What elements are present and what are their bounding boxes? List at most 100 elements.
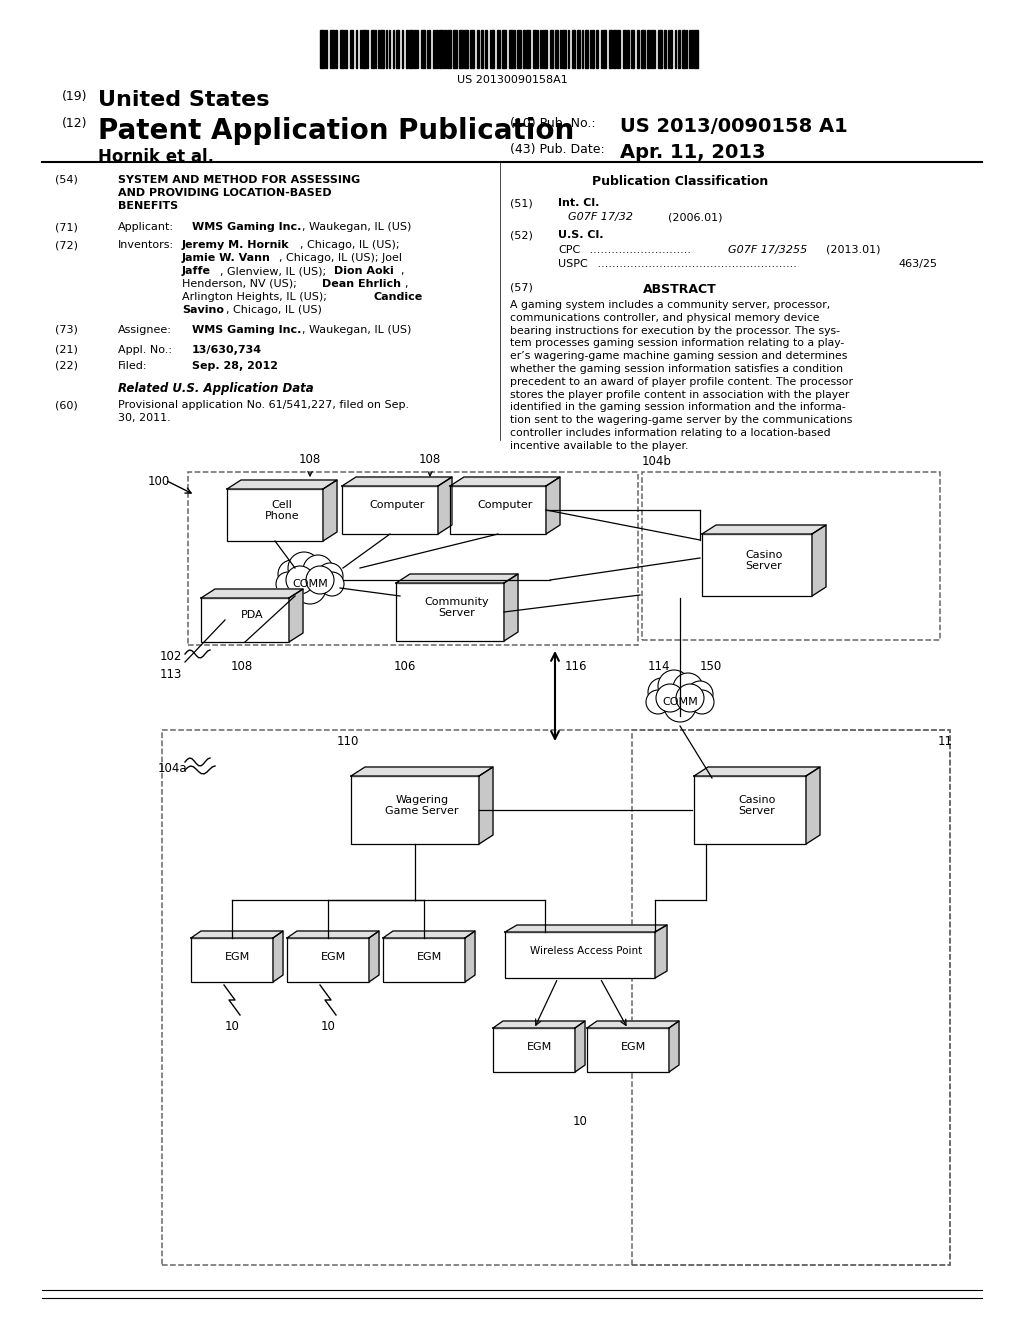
FancyBboxPatch shape: [694, 776, 806, 843]
Circle shape: [658, 671, 690, 702]
Text: (22): (22): [55, 360, 78, 371]
Text: 104b: 104b: [642, 455, 672, 469]
Polygon shape: [227, 480, 337, 488]
Circle shape: [319, 572, 344, 597]
Bar: [641, 30, 645, 69]
Text: Hornik et al.: Hornik et al.: [98, 148, 214, 166]
Polygon shape: [191, 931, 283, 939]
Text: Dion Aoki: Dion Aoki: [334, 267, 394, 276]
Text: G07F 17/3255: G07F 17/3255: [728, 246, 807, 255]
Bar: [396, 30, 399, 69]
Text: (71): (71): [55, 222, 78, 232]
Bar: [433, 30, 435, 69]
Polygon shape: [287, 931, 379, 939]
Bar: [523, 30, 525, 69]
Polygon shape: [479, 767, 493, 843]
Polygon shape: [323, 480, 337, 541]
Bar: [592, 30, 594, 69]
Text: (10) Pub. No.:: (10) Pub. No.:: [510, 117, 596, 129]
Bar: [485, 30, 487, 69]
Circle shape: [276, 572, 300, 597]
Polygon shape: [504, 574, 518, 642]
Text: WMS Gaming Inc.: WMS Gaming Inc.: [193, 325, 301, 335]
Text: .......................................................: ........................................…: [594, 259, 797, 269]
Text: Jaffe: Jaffe: [182, 267, 211, 276]
Circle shape: [294, 572, 326, 605]
Text: (2006.01): (2006.01): [668, 213, 723, 222]
Text: A gaming system includes a community server, processor,
communications controlle: A gaming system includes a community ser…: [510, 300, 853, 451]
Text: EGM: EGM: [621, 1041, 645, 1052]
Text: EGM: EGM: [526, 1041, 552, 1052]
Bar: [380, 30, 384, 69]
Text: (73): (73): [55, 325, 78, 335]
Polygon shape: [369, 931, 379, 982]
Text: 11: 11: [938, 735, 953, 748]
Polygon shape: [383, 931, 475, 939]
Circle shape: [676, 684, 705, 711]
Text: (52): (52): [510, 230, 532, 240]
Polygon shape: [493, 1020, 585, 1028]
Polygon shape: [806, 767, 820, 843]
Text: Provisional application No. 61/541,227, filed on Sep.: Provisional application No. 61/541,227, …: [118, 400, 410, 411]
Bar: [534, 30, 536, 69]
Text: Applicant:: Applicant:: [118, 222, 174, 232]
Bar: [637, 30, 639, 69]
Text: WMS Gaming Inc.: WMS Gaming Inc.: [193, 222, 301, 232]
Bar: [350, 30, 353, 69]
Bar: [325, 30, 327, 69]
Bar: [658, 30, 662, 69]
Text: (43) Pub. Date:: (43) Pub. Date:: [510, 143, 605, 156]
Text: Related U.S. Application Data: Related U.S. Application Data: [118, 381, 313, 395]
Text: , Chicago, IL (US);: , Chicago, IL (US);: [300, 240, 399, 249]
Text: ............................: ............................: [586, 246, 691, 255]
Text: COMM: COMM: [663, 697, 698, 708]
Bar: [555, 30, 558, 69]
Bar: [319, 30, 324, 69]
Text: Assignee:: Assignee:: [118, 325, 172, 335]
Text: Candice: Candice: [374, 292, 423, 302]
Bar: [330, 30, 334, 69]
Text: 10: 10: [321, 1020, 336, 1034]
Text: (57): (57): [510, 282, 532, 293]
Bar: [464, 30, 468, 69]
Bar: [682, 30, 685, 69]
Bar: [678, 30, 680, 69]
Text: Jeremy M. Hornik: Jeremy M. Hornik: [182, 240, 290, 249]
FancyBboxPatch shape: [191, 939, 273, 982]
Bar: [517, 30, 521, 69]
Bar: [436, 30, 438, 69]
Bar: [409, 30, 413, 69]
FancyBboxPatch shape: [201, 598, 289, 642]
FancyBboxPatch shape: [227, 488, 323, 541]
FancyBboxPatch shape: [702, 535, 812, 597]
Circle shape: [646, 690, 670, 714]
Text: AND PROVIDING LOCATION-BASED: AND PROVIDING LOCATION-BASED: [118, 187, 332, 198]
Text: , Glenview, IL (US);: , Glenview, IL (US);: [220, 267, 330, 276]
Bar: [490, 30, 494, 69]
Text: 463/25: 463/25: [898, 259, 937, 269]
Text: US 2013/0090158 A1: US 2013/0090158 A1: [620, 117, 848, 136]
Text: 113: 113: [160, 668, 182, 681]
Bar: [406, 30, 408, 69]
Text: G07F 17/32: G07F 17/32: [568, 213, 633, 222]
Text: 108: 108: [419, 453, 441, 466]
Text: USPC: USPC: [558, 259, 588, 269]
Bar: [572, 30, 575, 69]
Polygon shape: [655, 925, 667, 978]
FancyBboxPatch shape: [450, 486, 546, 535]
Bar: [526, 30, 530, 69]
Text: Sep. 28, 2012: Sep. 28, 2012: [193, 360, 278, 371]
Text: (21): (21): [55, 345, 78, 355]
FancyBboxPatch shape: [587, 1028, 669, 1072]
Text: Patent Application Publication: Patent Application Publication: [98, 117, 574, 145]
Text: 104a: 104a: [158, 762, 187, 775]
FancyBboxPatch shape: [342, 486, 438, 535]
Circle shape: [317, 564, 343, 589]
Bar: [694, 30, 698, 69]
Bar: [585, 30, 588, 69]
Bar: [651, 30, 653, 69]
Text: CPC: CPC: [558, 246, 581, 255]
Text: (19): (19): [62, 90, 87, 103]
Text: Apr. 11, 2013: Apr. 11, 2013: [620, 143, 766, 162]
Text: (12): (12): [62, 117, 87, 129]
